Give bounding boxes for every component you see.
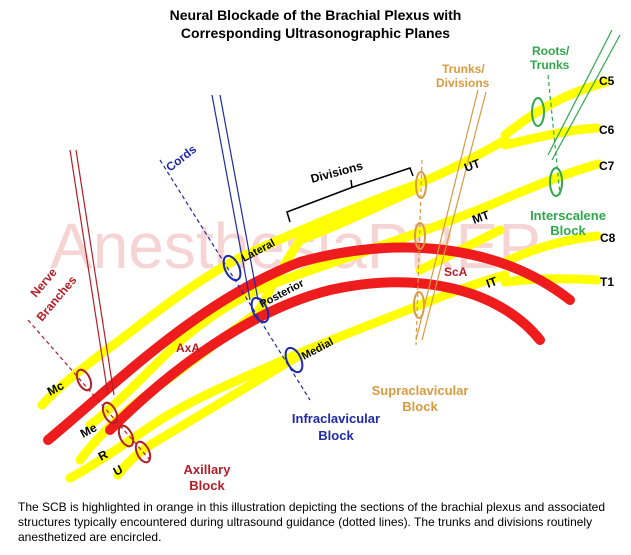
plane-roots-trunks-dash (547, 74, 561, 196)
label-interscalene-2: Block (550, 223, 586, 238)
nerve-c6 (500, 123, 602, 150)
plane-trunks-divisions-a (415, 89, 479, 341)
block-labels: Interscalene Block Supraclavicular Block… (184, 208, 606, 493)
divisions-bracket-tick (350, 179, 353, 189)
label-divisions: Divisions (309, 158, 364, 185)
upper-division-b (295, 185, 420, 245)
root-label-c8: C8 (600, 231, 616, 245)
target-infraclavicular-lateral (222, 254, 242, 282)
target-supraclavicular-2 (414, 222, 426, 250)
plane-branches-b (75, 149, 115, 396)
target-supraclavicular-1 (415, 171, 427, 199)
target-interscalene-2 (549, 167, 563, 197)
block-targets (75, 97, 563, 464)
divisions-bracket (286, 167, 414, 223)
target-axillary-mc (75, 368, 93, 392)
figure-caption: The SCB is highlighted in orange in this… (18, 500, 606, 544)
title-line-1: Neural Blockade of the Brachial Plexus w… (169, 7, 462, 23)
root-label-c5: C5 (599, 74, 615, 88)
label-infraclavicular-1: Infraclavicular (292, 411, 380, 426)
target-infraclavicular-medial (284, 346, 304, 374)
cord-label-medial: Medial (300, 336, 336, 363)
root-labels: C5 C6 C7 C8 T1 (599, 74, 616, 289)
trunk-label-mt: MT (470, 208, 492, 227)
branch-ulnar (113, 350, 305, 480)
target-axillary-me (101, 401, 119, 425)
subclavian-artery (43, 242, 575, 445)
nerve-c7 (485, 159, 603, 210)
vessel-label-sca: ScA (444, 265, 468, 279)
label-roots-trunks-2: Trunks (530, 58, 570, 72)
vessels (43, 242, 575, 445)
label-axillary-1: Axillary (184, 462, 232, 477)
label-supraclavicular-1: Supraclavicular (372, 383, 469, 398)
nerve-t1 (500, 274, 602, 287)
vessel-label-axa: AxA (176, 341, 200, 355)
trunk-labels: UT MT IT (462, 156, 499, 291)
trunk-label-ut: UT (462, 156, 482, 175)
label-cords: Cords (163, 142, 199, 175)
axillary-artery (105, 277, 545, 435)
label-axillary-2: Block (189, 478, 225, 493)
target-interscalene-1 (531, 97, 545, 127)
nerve-c8 (500, 231, 602, 267)
plane-branches-a (69, 149, 109, 396)
target-axillary-r (117, 424, 135, 448)
root-label-t1: T1 (600, 275, 614, 289)
plane-trunks-divisions-dash (415, 159, 423, 346)
title-line-2: Corresponding Ultrasonographic Planes (180, 25, 451, 41)
nerve-upper-trunk (410, 135, 510, 190)
plane-cords-a (211, 94, 251, 301)
label-trunks-divisions-2: Divisions (436, 76, 490, 90)
plane-roots-trunks-b (551, 34, 621, 161)
plane-roots-trunks-a (547, 29, 613, 156)
label-interscalene-1: Interscalene (530, 208, 606, 223)
target-axillary-u (134, 440, 152, 464)
plane-trunks-divisions-b (421, 91, 487, 341)
upper-division-a (37, 180, 420, 410)
diagram-title: Neural Blockade of the Brachial Plexus w… (0, 6, 631, 42)
label-supraclavicular-2: Block (402, 399, 438, 414)
target-infraclavicular-posterior (250, 296, 270, 324)
label-infraclavicular-2: Block (318, 428, 354, 443)
vessel-labels: AxA ScA (176, 265, 468, 355)
lower-division (65, 300, 425, 483)
root-label-c6: C6 (599, 123, 615, 137)
target-supraclavicular-3 (413, 291, 425, 319)
label-trunks-divisions-1: Trunks/ (442, 62, 485, 76)
label-roots-trunks-1: Roots/ (532, 44, 570, 58)
root-label-c7: C7 (599, 159, 615, 173)
plane-cords-b (219, 94, 259, 301)
